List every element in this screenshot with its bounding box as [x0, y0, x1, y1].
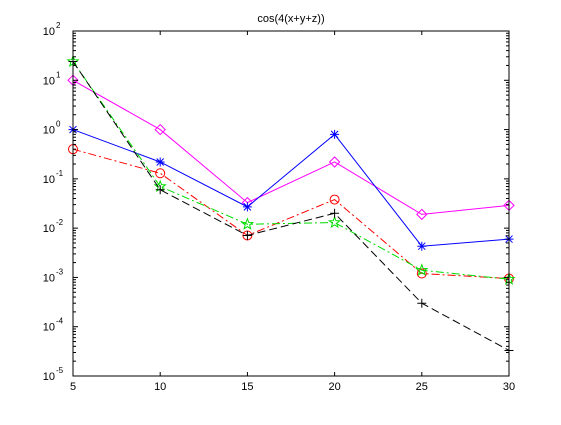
- y-tick-label: 10: [43, 26, 55, 38]
- data-point: [242, 230, 252, 240]
- y-tick-exponent: -5: [56, 366, 64, 375]
- y-tick-exponent: -2: [56, 218, 64, 227]
- y-tick-exponent: -1: [56, 169, 64, 178]
- series-line: [72, 129, 510, 247]
- x-tick-label: 20: [328, 381, 340, 393]
- x-tick-label: 10: [154, 381, 166, 393]
- x-tick-label: 30: [503, 381, 515, 393]
- y-tick-label: 10: [43, 223, 55, 235]
- y-tick-label: 10: [43, 125, 55, 137]
- data-point: [415, 263, 429, 276]
- series-line: [72, 79, 510, 215]
- data-point: [330, 208, 340, 218]
- series-line: [72, 148, 510, 280]
- y-tick-label: 10: [43, 322, 55, 334]
- x-tick-label: 15: [241, 381, 253, 393]
- y-tick-exponent: -4: [56, 317, 64, 326]
- data-point: [154, 123, 166, 136]
- y-tick-label: 10: [43, 75, 55, 87]
- data-point: [155, 168, 166, 179]
- y-tick-label: 10: [43, 371, 55, 383]
- axes-box: [72, 30, 510, 377]
- x-tick-label: 25: [416, 381, 428, 393]
- plot-area: [73, 31, 509, 376]
- data-point: [416, 208, 428, 221]
- data-point: [417, 298, 427, 308]
- y-tick-exponent: 0: [56, 120, 61, 129]
- data-point: [328, 156, 341, 168]
- data-point: [417, 241, 427, 251]
- series-diamond: [67, 74, 515, 221]
- x-tick-label: 5: [70, 381, 76, 393]
- data-point: [328, 215, 342, 229]
- series-star: [68, 125, 514, 251]
- data-point: [329, 194, 340, 205]
- data-point: [155, 185, 165, 195]
- chart-title: cos(4(x+y+z)): [257, 13, 324, 25]
- data-point: [416, 268, 427, 279]
- series-line: [72, 61, 510, 280]
- y-tick-label: 10: [43, 174, 55, 186]
- data-point: [155, 157, 165, 167]
- data-point: [240, 217, 254, 230]
- series-line: [72, 61, 510, 351]
- data-point: [242, 202, 252, 212]
- y-tick-exponent: 2: [56, 21, 61, 30]
- y-tick-exponent: -3: [56, 267, 64, 276]
- y-tick-label: 10: [43, 272, 55, 284]
- series-layer: [66, 54, 516, 355]
- y-tick-exponent: 1: [56, 70, 61, 79]
- data-point: [330, 129, 340, 139]
